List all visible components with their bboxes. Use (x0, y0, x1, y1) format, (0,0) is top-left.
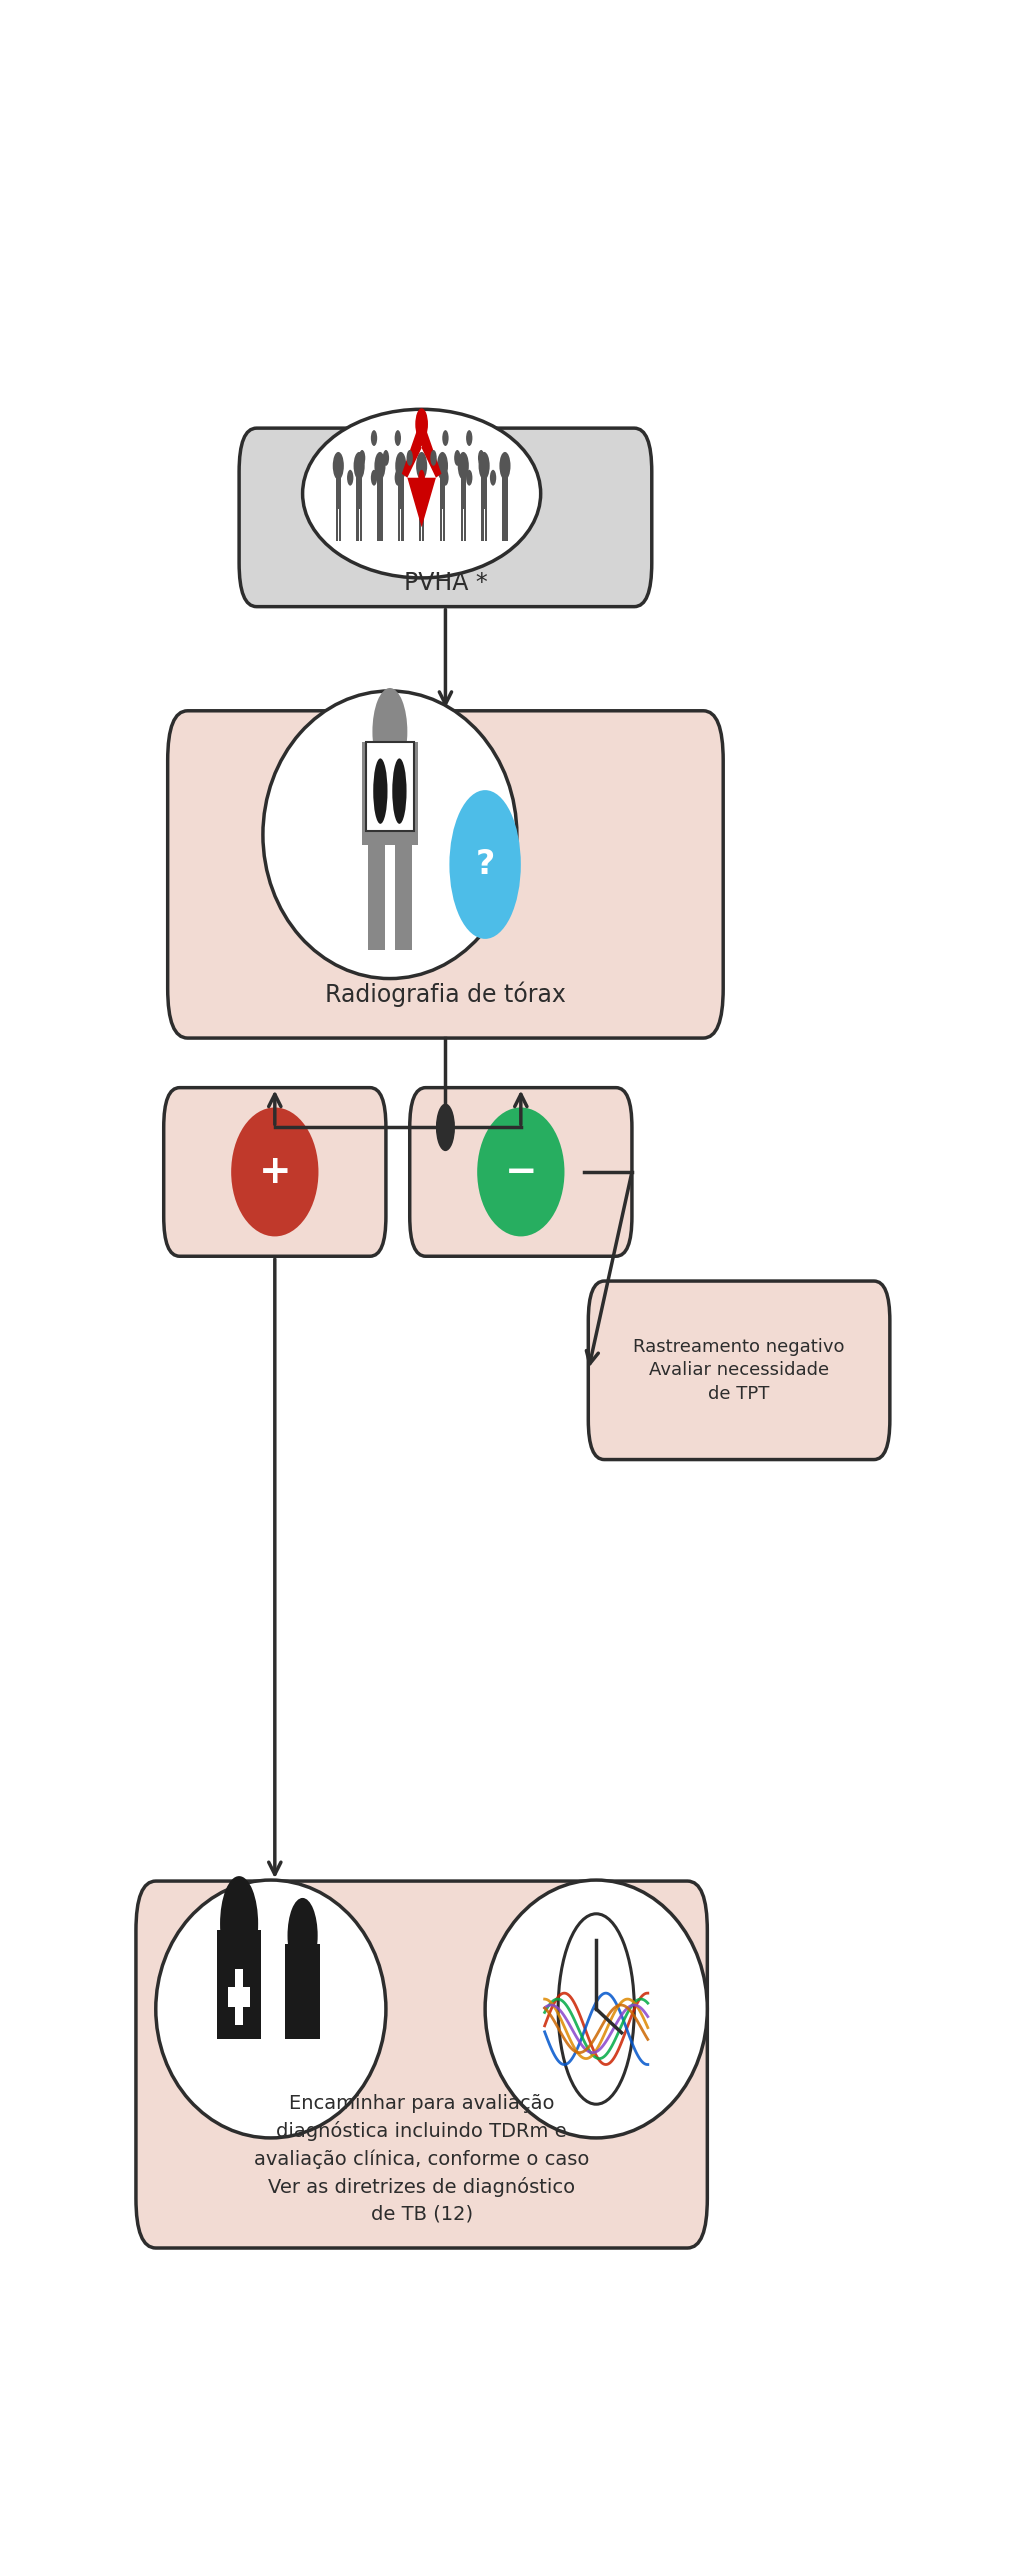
Circle shape (455, 451, 461, 466)
Bar (401, 510, 403, 541)
Bar (506, 510, 508, 541)
Bar (339, 510, 341, 541)
Circle shape (500, 451, 511, 479)
Circle shape (558, 1914, 634, 2105)
Circle shape (466, 469, 472, 487)
Circle shape (419, 430, 425, 446)
Bar (367, 742, 414, 832)
Circle shape (375, 451, 385, 479)
Text: Radiografia de tórax: Radiografia de tórax (325, 981, 566, 1007)
FancyBboxPatch shape (240, 428, 652, 608)
Bar (336, 469, 341, 510)
Bar (461, 469, 466, 510)
Circle shape (394, 469, 401, 487)
Ellipse shape (303, 410, 541, 577)
Circle shape (419, 469, 425, 487)
Circle shape (430, 451, 436, 466)
Bar (377, 469, 383, 510)
Bar (336, 510, 338, 541)
Text: Rastreamento negativo
Avaliar necessidade
de TPT: Rastreamento negativo Avaliar necessidad… (633, 1337, 845, 1404)
Bar (398, 469, 403, 510)
Bar (228, 1986, 250, 2007)
Bar (359, 510, 361, 541)
Bar (484, 510, 486, 541)
Bar (439, 510, 442, 541)
Bar (481, 510, 483, 541)
FancyBboxPatch shape (168, 711, 723, 1038)
Circle shape (489, 469, 497, 487)
Circle shape (416, 407, 428, 440)
FancyBboxPatch shape (410, 1087, 632, 1257)
Ellipse shape (485, 1880, 708, 2138)
Ellipse shape (156, 1880, 386, 2138)
Bar (502, 469, 508, 510)
Text: Encaminhar para avaliação
diagnóstica incluindo TDRm e
avaliação clínica, confor: Encaminhar para avaliação diagnóstica in… (254, 2094, 590, 2223)
Circle shape (353, 451, 365, 479)
Ellipse shape (373, 757, 387, 824)
Bar (368, 840, 385, 951)
Bar (394, 840, 412, 951)
Circle shape (442, 469, 449, 487)
Bar (419, 510, 421, 541)
Circle shape (333, 451, 344, 479)
Circle shape (466, 430, 472, 446)
Polygon shape (408, 477, 436, 528)
Bar (461, 510, 463, 541)
Circle shape (416, 451, 427, 479)
Ellipse shape (450, 791, 521, 938)
Circle shape (407, 451, 413, 466)
Circle shape (436, 1103, 455, 1151)
Bar (217, 1929, 261, 2038)
Bar (377, 510, 380, 541)
Circle shape (383, 451, 389, 466)
Bar (362, 742, 418, 845)
Circle shape (359, 451, 366, 466)
FancyBboxPatch shape (136, 1880, 708, 2249)
Circle shape (371, 430, 377, 446)
Ellipse shape (263, 690, 517, 979)
FancyBboxPatch shape (588, 1280, 890, 1461)
Bar (236, 1968, 243, 2025)
Bar (442, 510, 445, 541)
Circle shape (373, 688, 408, 775)
Circle shape (458, 451, 469, 479)
Bar (502, 510, 505, 541)
Bar (422, 510, 424, 541)
Bar (356, 510, 358, 541)
Circle shape (288, 1899, 317, 1973)
Circle shape (437, 451, 449, 479)
Circle shape (394, 430, 401, 446)
Bar (419, 469, 424, 510)
Text: ?: ? (475, 848, 495, 881)
Ellipse shape (231, 1108, 318, 1236)
Ellipse shape (477, 1108, 564, 1236)
Circle shape (478, 451, 489, 479)
Bar (356, 469, 361, 510)
Polygon shape (401, 428, 422, 477)
Circle shape (220, 1875, 258, 1971)
Bar (285, 1942, 321, 2038)
Bar (481, 469, 486, 510)
FancyBboxPatch shape (164, 1087, 386, 1257)
Bar (439, 469, 445, 510)
Ellipse shape (392, 757, 407, 824)
Circle shape (478, 451, 484, 466)
Bar (380, 510, 383, 541)
Polygon shape (422, 428, 441, 477)
Bar (398, 510, 400, 541)
Text: +: + (258, 1154, 291, 1190)
Circle shape (371, 469, 377, 487)
Text: PVHA *: PVHA * (403, 572, 487, 595)
Circle shape (395, 451, 407, 479)
Bar (464, 510, 466, 541)
Circle shape (347, 469, 353, 487)
Text: −: − (505, 1154, 538, 1190)
Circle shape (442, 430, 449, 446)
